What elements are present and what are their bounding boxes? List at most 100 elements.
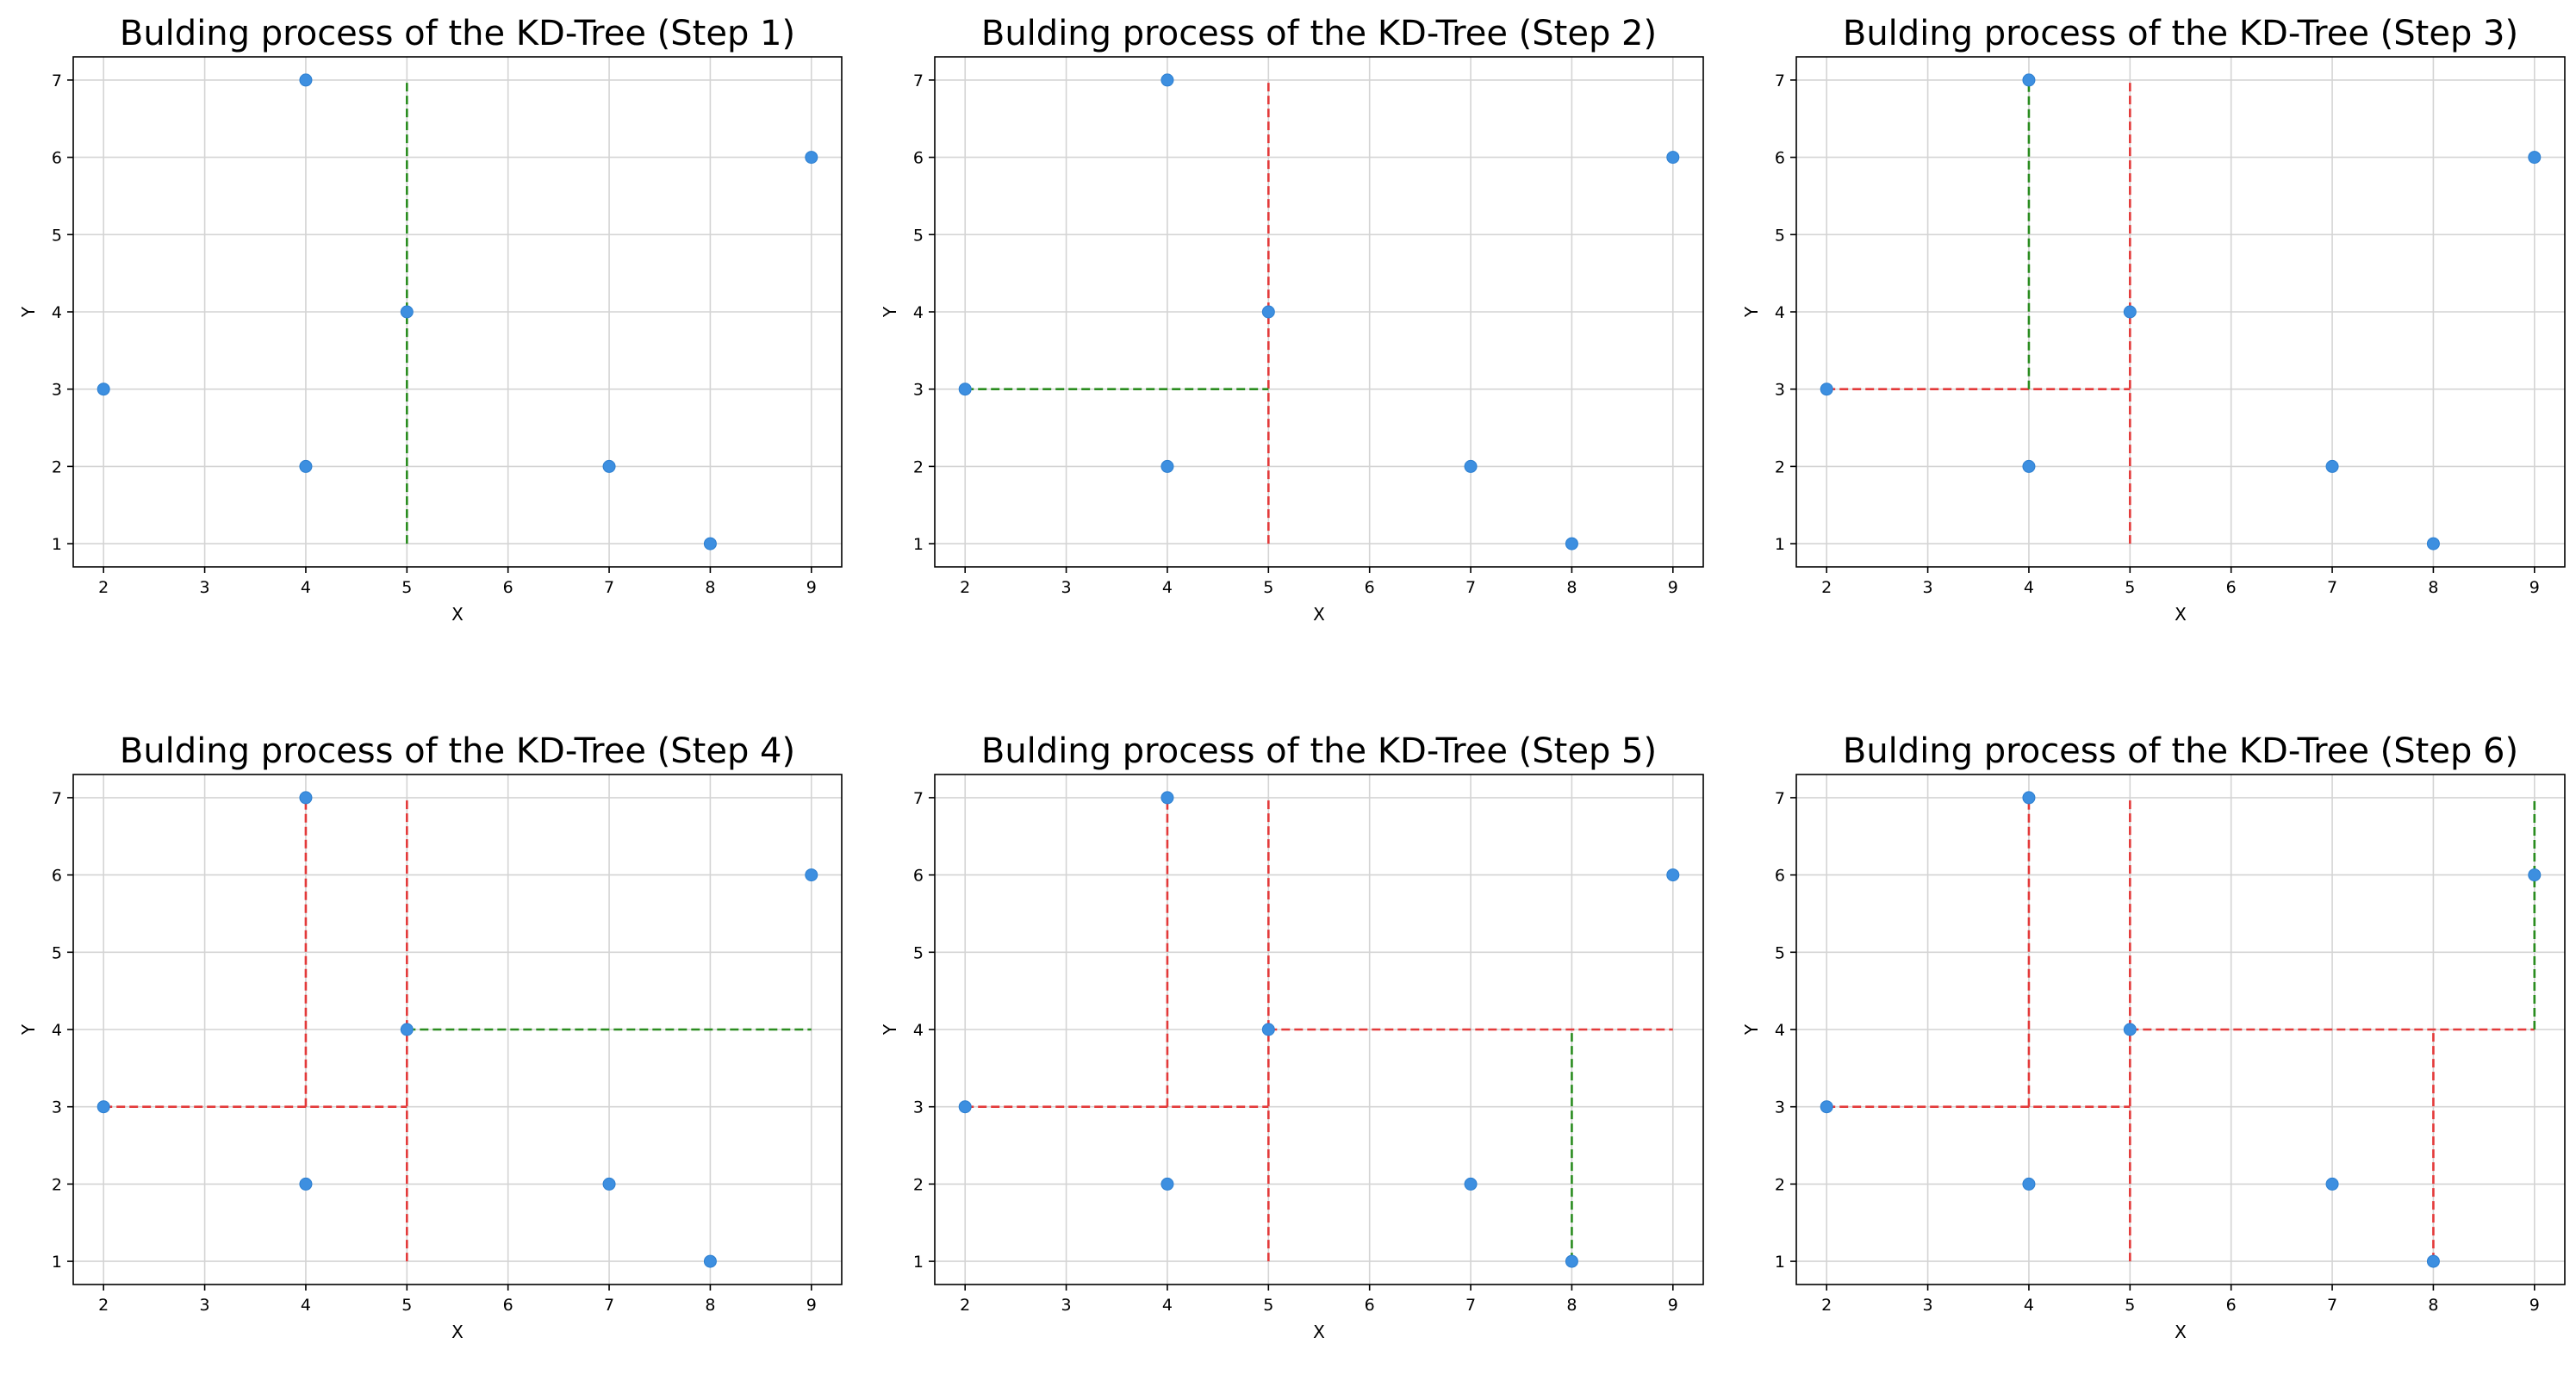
y-tick-label: 7 (52, 789, 62, 808)
x-tick-label: 7 (604, 1296, 614, 1315)
x-tick-label: 5 (2125, 578, 2135, 597)
y-tick-label: 6 (52, 867, 62, 886)
y-tick-label: 1 (1775, 535, 1785, 554)
data-point (1160, 73, 1174, 87)
subplot-step-6: Bulding process of the KD-Tree (Step 6) 2… (1723, 718, 2576, 1381)
y-tick-label: 6 (1775, 867, 1785, 886)
chart-svg: Bulding process of the KD-Tree (Step 6) 2… (1741, 731, 2566, 1342)
data-point (1666, 151, 1680, 165)
y-tick-label: 3 (1775, 1098, 1785, 1117)
x-tick-label: 9 (806, 1296, 817, 1315)
data-point (805, 151, 818, 165)
x-tick-label: 3 (200, 1296, 210, 1315)
x-tick-label: 9 (2529, 578, 2540, 597)
x-tick-label: 8 (2428, 1296, 2438, 1315)
y-tick-label: 7 (52, 72, 62, 90)
subplot-step-4: Bulding process of the KD-Tree (Step 4) 2… (0, 718, 853, 1381)
y-axis-label: Y (880, 1023, 900, 1036)
x-axis-label: X (2175, 604, 2187, 625)
data-point (2325, 459, 2339, 473)
x-tick-label: 6 (1365, 578, 1375, 597)
data-point (2528, 868, 2542, 882)
y-tick-label: 2 (913, 1175, 924, 1194)
data-point (2022, 459, 2036, 473)
data-point (1261, 305, 1275, 319)
y-tick-label: 4 (1775, 1021, 1785, 1040)
x-tick-label: 8 (705, 578, 715, 597)
data-point (1565, 1254, 1578, 1268)
y-tick-label: 4 (52, 1021, 62, 1040)
chart-title: Bulding process of the KD-Tree (Step 6) (1843, 731, 2518, 771)
y-tick-label: 6 (52, 149, 62, 168)
x-tick-label: 9 (806, 578, 817, 597)
x-tick-label: 2 (960, 578, 970, 597)
y-tick-label: 1 (913, 1253, 924, 1272)
chart-title: Bulding process of the KD-Tree (Step 2) (981, 14, 1657, 53)
data-point (299, 73, 313, 87)
data-point (1666, 868, 1680, 882)
x-tick-label: 4 (2024, 1296, 2034, 1315)
x-tick-label: 3 (1061, 578, 1072, 597)
x-tick-label: 8 (705, 1296, 715, 1315)
y-tick-label: 1 (52, 535, 62, 554)
y-tick-label: 7 (913, 789, 924, 808)
x-axis-label: X (2175, 1322, 2187, 1342)
data-point (96, 1100, 110, 1114)
chart-title: Bulding process of the KD-Tree (Step 1) (120, 14, 795, 53)
chart-title: Bulding process of the KD-Tree (Step 5) (981, 731, 1657, 771)
y-tick-label: 5 (913, 943, 924, 962)
subplot-step-2: Bulding process of the KD-Tree (Step 2) 2… (862, 0, 1714, 663)
subplot-step-5: Bulding process of the KD-Tree (Step 5) 2… (862, 718, 1714, 1381)
x-tick-label: 6 (2226, 1296, 2237, 1315)
x-tick-label: 3 (200, 578, 210, 597)
x-axis-label: X (451, 604, 464, 625)
data-point (299, 459, 313, 473)
x-tick-label: 4 (1162, 578, 1173, 597)
y-tick-label: 7 (913, 72, 924, 90)
data-point (2022, 791, 2036, 805)
x-tick-label: 5 (1263, 1296, 1273, 1315)
data-point (2123, 305, 2137, 319)
chart-svg: Bulding process of the KD-Tree (Step 1) 2… (18, 14, 843, 625)
x-tick-label: 5 (401, 578, 412, 597)
y-tick-label: 5 (1775, 226, 1785, 245)
x-tick-label: 4 (1162, 1296, 1173, 1315)
data-point (703, 1254, 717, 1268)
data-point (2426, 537, 2440, 551)
y-tick-label: 7 (1775, 789, 1785, 808)
data-point (1820, 383, 1833, 396)
chart-title: Bulding process of the KD-Tree (Step 3) (1843, 14, 2518, 53)
chart-title: Bulding process of the KD-Tree (Step 4) (120, 731, 795, 771)
data-point (1464, 1177, 1478, 1191)
data-point (2022, 73, 2036, 87)
x-tick-label: 6 (2226, 578, 2237, 597)
chart-svg: Bulding process of the KD-Tree (Step 3) 2… (1741, 14, 2566, 625)
chart-svg: Bulding process of the KD-Tree (Step 5) 2… (880, 731, 1704, 1342)
data-point (703, 537, 717, 551)
y-tick-label: 1 (52, 1253, 62, 1272)
data-point (958, 383, 972, 396)
data-point (1464, 459, 1478, 473)
x-tick-label: 4 (301, 1296, 311, 1315)
data-point (2022, 1177, 2036, 1191)
y-tick-label: 4 (913, 1021, 924, 1040)
x-tick-label: 2 (1821, 1296, 1832, 1315)
y-tick-label: 1 (913, 535, 924, 554)
data-point (805, 868, 818, 882)
data-point (1820, 1100, 1833, 1114)
data-point (2123, 1023, 2137, 1036)
x-tick-label: 9 (1668, 578, 1678, 597)
data-point (958, 1100, 972, 1114)
x-tick-label: 4 (301, 578, 311, 597)
x-tick-label: 5 (2125, 1296, 2135, 1315)
y-axis-label: Y (18, 306, 39, 318)
x-tick-label: 7 (2327, 578, 2337, 597)
data-point (1160, 459, 1174, 473)
data-point (2528, 151, 2542, 165)
data-point (299, 791, 313, 805)
y-tick-label: 5 (1775, 943, 1785, 962)
x-tick-label: 9 (1668, 1296, 1678, 1315)
x-tick-label: 8 (1566, 1296, 1577, 1315)
y-axis-label: Y (18, 1023, 39, 1036)
